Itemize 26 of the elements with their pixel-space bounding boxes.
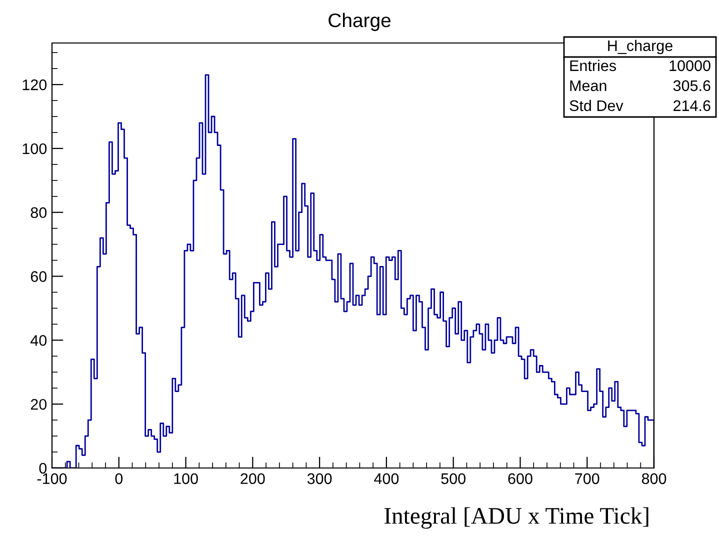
annotation: Mean <box>570 80 606 92</box>
annotation: Std Dev <box>570 100 624 112</box>
y-tick-label: 40 <box>30 335 47 346</box>
x-tick-label: 300 <box>307 473 332 484</box>
x-tick-label: 200 <box>240 473 265 484</box>
y-tick-label: 60 <box>30 271 47 282</box>
x-tick-label: 400 <box>374 473 399 484</box>
x-axis-title: Integral [ADU x Time Tick] <box>384 507 648 529</box>
x-tick-label: 100 <box>174 473 198 484</box>
y-tick-label: 80 <box>30 207 47 218</box>
x-tick-label: 600 <box>508 473 532 484</box>
text: 305.6 <box>673 80 710 92</box>
text: 10000 <box>670 60 710 72</box>
x-tick-label: 700 <box>575 473 600 484</box>
text: 214.6 <box>674 100 710 112</box>
y-tick-label: 20 <box>30 398 47 410</box>
x-tick-label: 500 <box>441 473 466 484</box>
x-tick-label: -100 <box>37 473 67 484</box>
annotation: Entries <box>570 60 616 72</box>
y-tick-label: 100 <box>22 143 47 154</box>
x-tick-label: 800 <box>642 473 666 484</box>
x-tick-label: 0 <box>115 473 123 484</box>
annotation: H_charge <box>608 40 672 54</box>
y-tick-label: 120 <box>22 79 47 90</box>
y-tick-label: 0 <box>39 462 47 474</box>
chart-title: Charge <box>328 12 391 32</box>
